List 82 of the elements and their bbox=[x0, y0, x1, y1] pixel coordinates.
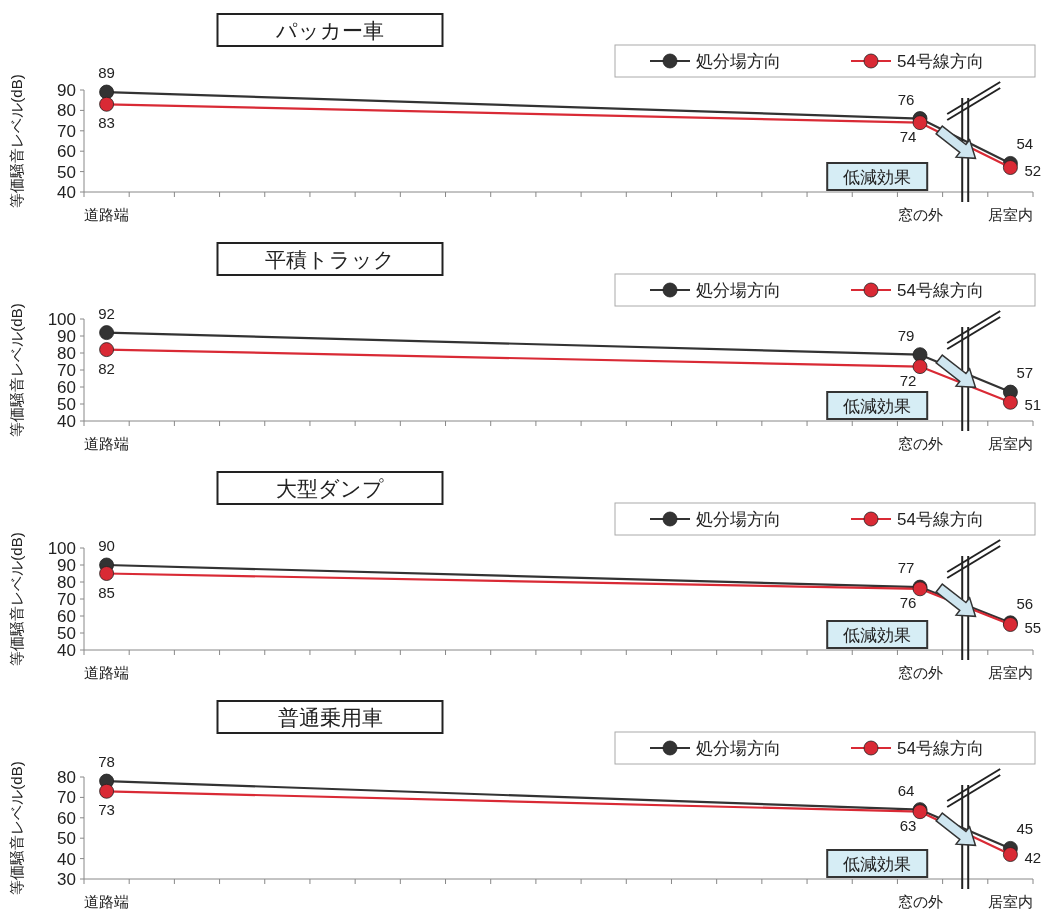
y-tick-label: 70 bbox=[57, 361, 76, 380]
x-tick-label: 道路端 bbox=[84, 435, 130, 452]
data-label: 78 bbox=[98, 753, 115, 771]
x-tick-label: 居室内 bbox=[987, 435, 1033, 452]
data-label: 79 bbox=[897, 326, 915, 344]
y-tick-label: 40 bbox=[57, 412, 76, 431]
data-label: 64 bbox=[897, 781, 915, 799]
y-tick-label: 50 bbox=[57, 162, 76, 182]
data-label: 73 bbox=[98, 801, 115, 819]
data-label: 45 bbox=[1016, 820, 1034, 838]
data-label: 76 bbox=[899, 593, 917, 611]
data-label: 52 bbox=[1024, 161, 1042, 179]
y-tick-label: 80 bbox=[57, 344, 76, 363]
y-axis-title: 等価騒音レベル(dB) bbox=[8, 74, 25, 208]
data-label: 77 bbox=[897, 559, 915, 577]
legend-label: 54号線方向 bbox=[897, 281, 984, 300]
y-tick-label: 40 bbox=[57, 849, 76, 869]
y-tick-label: 90 bbox=[57, 556, 76, 575]
chart-title: 大型ダンプ bbox=[276, 477, 384, 500]
y-tick-label: 100 bbox=[47, 539, 76, 558]
y-tick-label: 70 bbox=[57, 788, 76, 808]
data-label: 54 bbox=[1016, 135, 1034, 153]
legend-label: 処分場方向 bbox=[696, 739, 781, 758]
x-tick-label: 居室内 bbox=[987, 664, 1033, 681]
data-label: 85 bbox=[98, 583, 115, 601]
y-axis-title: 等価騒音レベル(dB) bbox=[8, 303, 25, 437]
y-tick-label: 30 bbox=[57, 870, 76, 889]
chart-title: 平積トラック bbox=[265, 248, 395, 271]
y-tick-label: 90 bbox=[57, 81, 76, 100]
data-label: 76 bbox=[897, 90, 915, 108]
y-tick-label: 50 bbox=[57, 395, 76, 414]
data-label: 89 bbox=[98, 64, 115, 82]
y-tick-label: 60 bbox=[57, 607, 76, 626]
y-tick-label: 70 bbox=[57, 121, 76, 141]
legend-label: 処分場方向 bbox=[696, 510, 781, 529]
annotation: 低減効果 bbox=[843, 397, 912, 416]
y-tick-label: 70 bbox=[57, 590, 76, 609]
y-tick-label: 60 bbox=[57, 378, 76, 397]
data-label: 56 bbox=[1016, 594, 1034, 612]
y-tick-label: 80 bbox=[57, 101, 76, 121]
y-tick-label: 80 bbox=[57, 768, 76, 787]
annotation: 低減効果 bbox=[843, 626, 912, 645]
data-label: 74 bbox=[899, 127, 917, 145]
data-label: 51 bbox=[1024, 396, 1042, 414]
data-label: 55 bbox=[1024, 618, 1042, 636]
x-tick-label: 窓の外 bbox=[897, 435, 943, 452]
y-tick-label: 40 bbox=[57, 183, 76, 202]
y-tick-label: 90 bbox=[57, 327, 76, 346]
legend-label: 処分場方向 bbox=[696, 281, 781, 300]
x-tick-label: 居室内 bbox=[987, 206, 1033, 223]
y-tick-label: 80 bbox=[57, 573, 76, 592]
x-tick-label: 窓の外 bbox=[897, 893, 943, 910]
y-tick-label: 50 bbox=[57, 624, 76, 643]
annotation: 低減効果 bbox=[843, 168, 912, 187]
annotation: 低減効果 bbox=[843, 855, 912, 874]
y-tick-label: 50 bbox=[57, 829, 76, 849]
chart-title: パッカー車 bbox=[275, 19, 384, 42]
y-axis-title: 等価騒音レベル(dB) bbox=[8, 532, 25, 666]
legend-label: 処分場方向 bbox=[696, 52, 781, 71]
legend-label: 54号線方向 bbox=[897, 52, 984, 71]
x-tick-label: 窓の外 bbox=[897, 206, 943, 223]
legend-label: 54号線方向 bbox=[897, 739, 984, 758]
legend-label: 54号線方向 bbox=[897, 510, 984, 529]
data-label: 72 bbox=[899, 371, 917, 389]
data-label: 63 bbox=[899, 816, 917, 834]
y-tick-label: 60 bbox=[57, 808, 76, 828]
data-label: 82 bbox=[98, 359, 115, 377]
x-tick-label: 居室内 bbox=[987, 893, 1033, 910]
x-tick-label: 道路端 bbox=[84, 664, 130, 681]
chart-title: 普通乗用車 bbox=[277, 706, 383, 729]
y-tick-label: 100 bbox=[47, 310, 76, 329]
y-tick-label: 60 bbox=[57, 142, 76, 162]
data-label: 90 bbox=[98, 537, 115, 554]
data-label: 57 bbox=[1016, 364, 1034, 382]
x-tick-label: 窓の外 bbox=[897, 664, 943, 681]
data-label: 83 bbox=[98, 114, 115, 132]
x-tick-label: 道路端 bbox=[84, 893, 130, 910]
y-axis-title: 等価騒音レベル(dB) bbox=[8, 761, 25, 895]
data-label: 92 bbox=[98, 304, 115, 322]
data-label: 42 bbox=[1024, 848, 1042, 866]
x-tick-label: 道路端 bbox=[84, 206, 130, 223]
y-tick-label: 40 bbox=[57, 641, 76, 660]
